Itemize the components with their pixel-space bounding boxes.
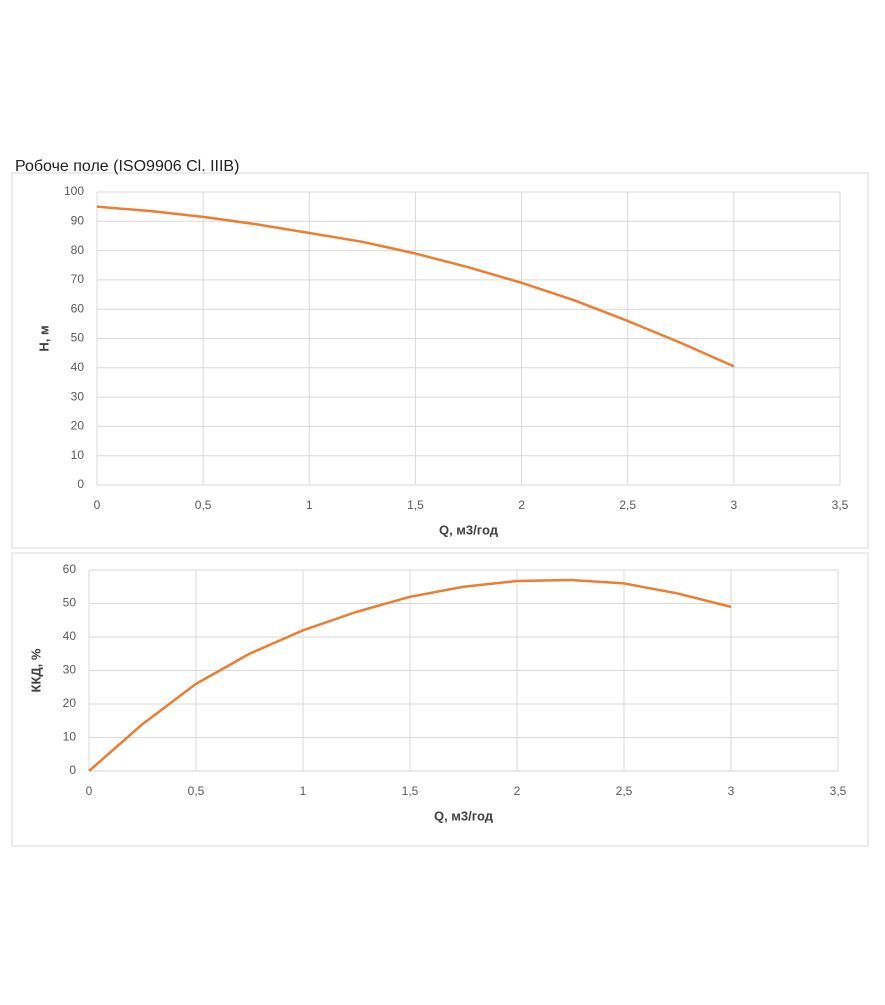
x-tick-label: 0 bbox=[86, 784, 93, 798]
page-title: Робоче поле (ISO9906 Cl. IIIB) bbox=[15, 158, 239, 175]
y-tick-label: 90 bbox=[71, 213, 85, 227]
x-tick-label: 2 bbox=[514, 784, 521, 798]
x-tick-label: 0 bbox=[94, 498, 101, 512]
x-tick-label: 3,5 bbox=[830, 784, 847, 798]
y-axis-label: H, м bbox=[36, 325, 51, 351]
y-tick-label: 0 bbox=[69, 763, 76, 777]
x-tick-label: 1,5 bbox=[407, 498, 424, 512]
x-tick-label: 0,5 bbox=[188, 784, 205, 798]
chart-frame bbox=[11, 172, 869, 549]
y-tick-label: 60 bbox=[63, 562, 77, 576]
x-tick-label: 2,5 bbox=[619, 498, 636, 512]
y-tick-label: 20 bbox=[63, 696, 77, 710]
y-tick-label: 30 bbox=[63, 663, 77, 677]
x-tick-label: 1,5 bbox=[402, 784, 419, 798]
x-axis-label: Q, м3/год bbox=[434, 808, 494, 823]
x-tick-label: 1 bbox=[306, 498, 313, 512]
data-line bbox=[96, 205, 735, 368]
y-tick-label: 50 bbox=[63, 596, 77, 610]
x-tick-label: 2,5 bbox=[616, 784, 633, 798]
y-tick-label: 40 bbox=[63, 629, 77, 643]
y-tick-label: 50 bbox=[71, 331, 85, 345]
data-line bbox=[88, 578, 732, 772]
x-tick-label: 2 bbox=[518, 498, 525, 512]
y-tick-label: 20 bbox=[71, 419, 85, 433]
x-axis-label: Q, м3/год bbox=[439, 522, 499, 537]
y-tick-label: 60 bbox=[71, 301, 85, 315]
x-tick-label: 3,5 bbox=[832, 498, 849, 512]
y-tick-label: 80 bbox=[71, 243, 85, 257]
y-tick-label: 100 bbox=[64, 184, 84, 198]
y-tick-label: 30 bbox=[71, 389, 85, 403]
x-tick-label: 3 bbox=[728, 784, 735, 798]
y-tick-label: 40 bbox=[71, 360, 85, 374]
x-tick-label: 1 bbox=[300, 784, 307, 798]
x-tick-label: 0,5 bbox=[195, 498, 212, 512]
y-axis-label: ККД, % bbox=[28, 648, 43, 692]
y-tick-label: 10 bbox=[63, 730, 77, 744]
chart-frame bbox=[11, 552, 869, 847]
y-tick-label: 0 bbox=[77, 477, 84, 491]
x-tick-label: 3 bbox=[731, 498, 738, 512]
y-tick-label: 10 bbox=[71, 448, 85, 462]
y-tick-label: 70 bbox=[71, 272, 85, 286]
